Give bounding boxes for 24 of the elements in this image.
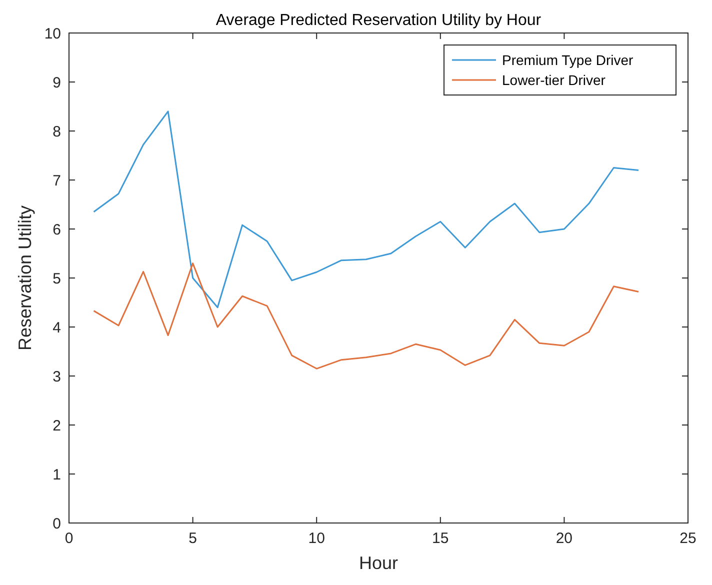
- x-tick-label: 15: [432, 530, 449, 547]
- y-tick-label: 5: [52, 270, 61, 288]
- y-tick-label: 1: [52, 466, 61, 484]
- y-tick-label: 3: [52, 368, 61, 386]
- y-tick-label: 0: [52, 515, 61, 532]
- y-axis-title: Reservation Utility: [15, 205, 35, 351]
- x-axis-title: Hour: [358, 553, 398, 573]
- y-tick-label: 4: [52, 319, 61, 336]
- x-tick-label: 5: [188, 530, 197, 547]
- x-tick-label: 25: [680, 530, 696, 547]
- y-tick-label: 8: [52, 123, 61, 140]
- y-tick-label: 6: [52, 221, 61, 238]
- chart-title: Average Predicted Reservation Utility by Hour: [216, 12, 542, 29]
- x-tick-label: 10: [308, 530, 325, 547]
- y-tick-label: 10: [44, 25, 61, 42]
- legend-label: Lower-tier Driver: [502, 72, 606, 88]
- line-series: [93, 110, 640, 308]
- y-tick-label: 2: [52, 417, 61, 434]
- legend-label: Premium Type Driver: [502, 52, 634, 68]
- y-tick-label: 9: [52, 74, 61, 92]
- x-tick-label: 0: [64, 530, 74, 547]
- x-tick-label: 20: [556, 530, 573, 547]
- line-series: [93, 262, 640, 370]
- y-tick-label: 7: [52, 172, 61, 190]
